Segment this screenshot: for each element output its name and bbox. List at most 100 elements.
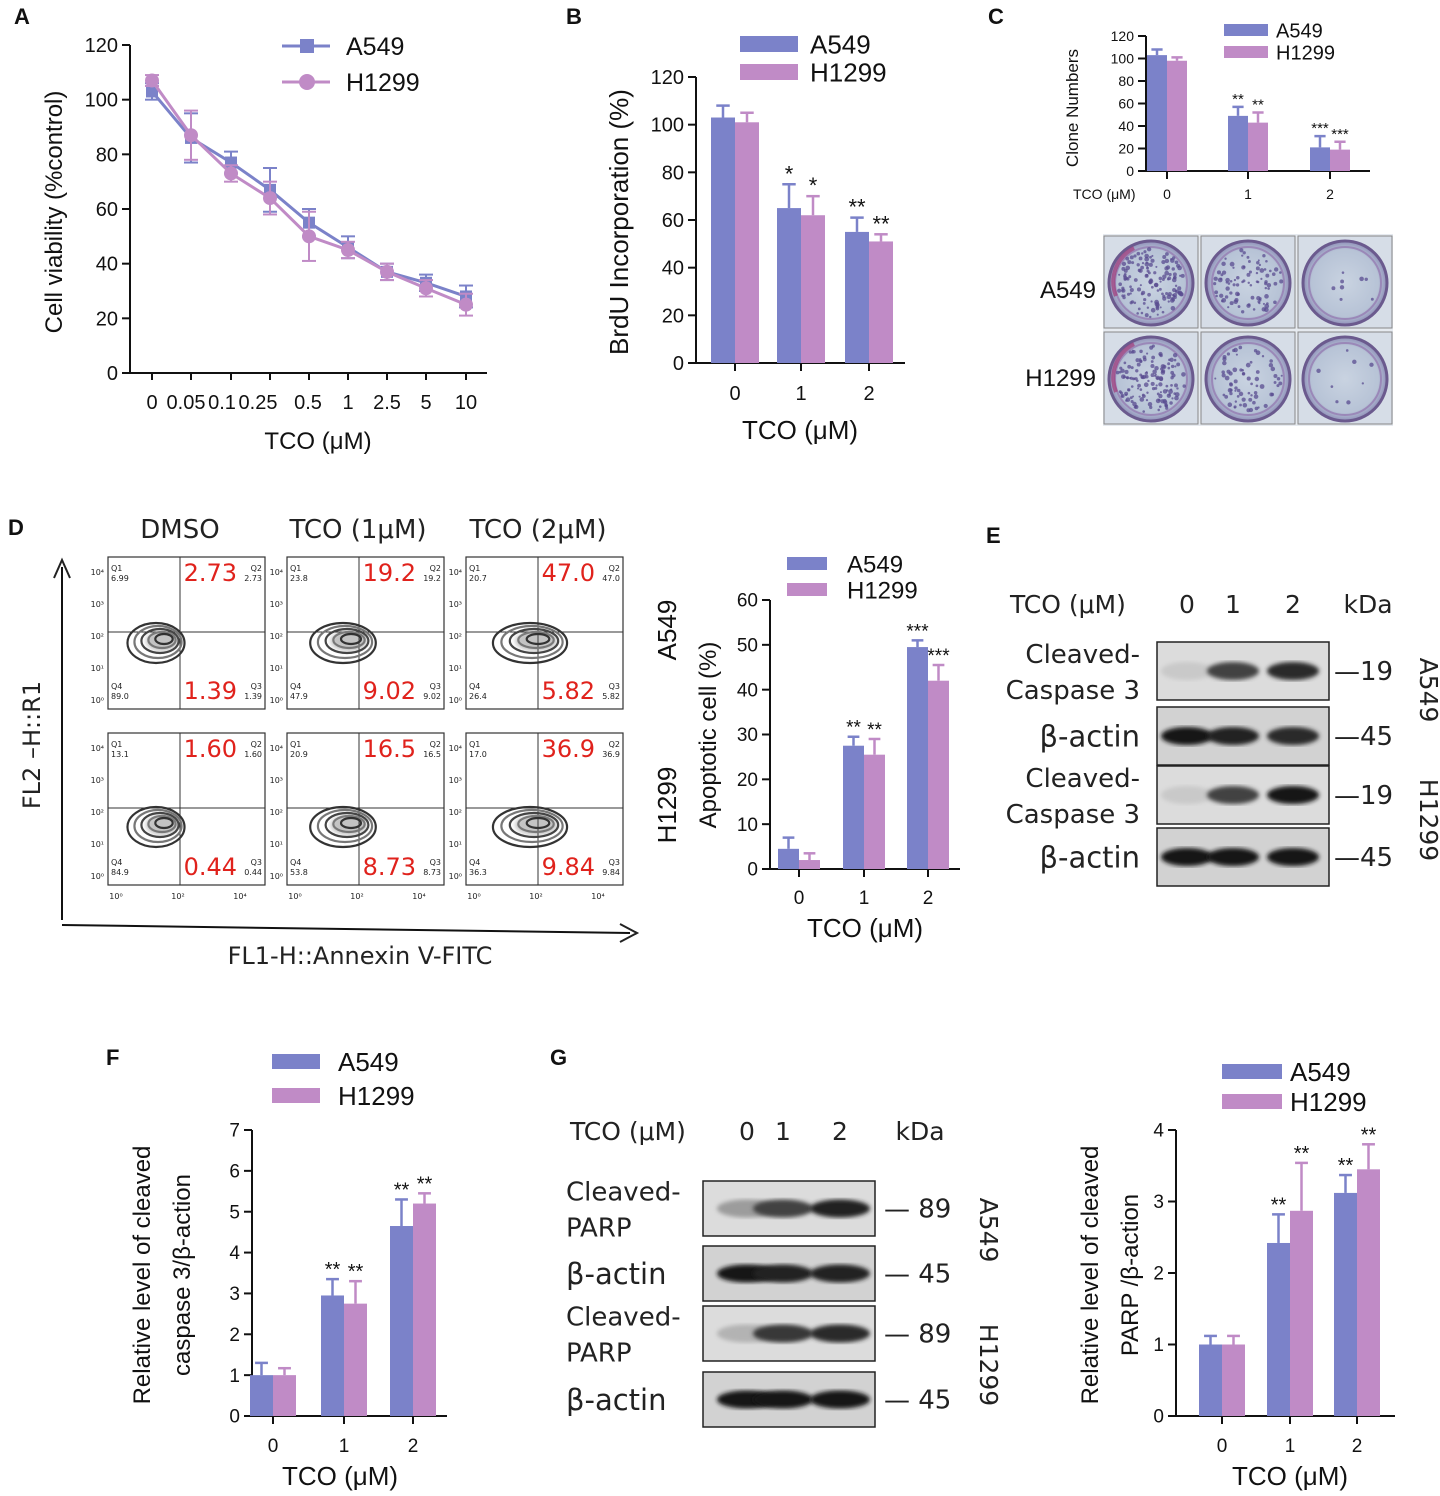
panel-d-density-core — [515, 815, 557, 835]
panel-C-bar-h1299-1 — [1248, 122, 1268, 171]
panel-C-x-tick-label: 1 — [1244, 186, 1252, 202]
panel-C-significance-h1299-1: ** — [1252, 97, 1264, 114]
panel-c-colony-dot — [1267, 287, 1270, 290]
panel-a-series-line-a549 — [150, 90, 467, 298]
panel-c-colony-dot — [1242, 279, 1246, 283]
panel-c-colony-dot — [1124, 369, 1129, 374]
panel-e-lane-label-1: 1 — [1225, 590, 1241, 619]
panel-c-colony-dot — [1150, 307, 1156, 313]
panel-c-colony-dot — [1232, 367, 1238, 373]
panel-e-row-kda: —45 — [1334, 722, 1393, 752]
panel-c-colony-dot — [1263, 268, 1267, 271]
panel-c-colony-dot — [1168, 272, 1172, 277]
panel-c-colony-dot — [1129, 287, 1134, 293]
panel-c-colony-dot — [1136, 362, 1141, 367]
panel-c-colony-dot — [1159, 353, 1163, 358]
panel-c-colony-dot — [1170, 297, 1174, 300]
panel-B-bar-a549-0 — [711, 117, 735, 364]
panel-c-colony-dot — [1248, 397, 1253, 402]
panel-D-y-tick-label: 10 — [737, 815, 758, 836]
panel-c-colony-dot — [1176, 263, 1181, 268]
panel-c-colony-dot — [1147, 271, 1151, 275]
panel-D-y-tick-label: 20 — [737, 770, 758, 791]
panel-a-point-a549 — [146, 85, 158, 98]
panel-a-legend-marker-h1299 — [299, 74, 315, 90]
panel-c-colony-dot — [1140, 265, 1145, 270]
panel-c-colony-dot — [1233, 379, 1238, 384]
panel-c-colony-dot — [1139, 397, 1145, 402]
panel-g-cell-line-h1299: H1299 — [974, 1324, 1003, 1406]
panel-c-well-inner-rim — [1308, 342, 1382, 416]
panel-F-significance-a549-2: ** — [394, 1179, 410, 1201]
panel-c-colony-dot — [1134, 404, 1139, 410]
panel-c-colony-dot — [1233, 299, 1238, 305]
panel-d-q4-label: Q4 — [290, 682, 301, 691]
panel-d-plot-y-tick: 10⁰ — [91, 696, 104, 705]
panel-c-colony-dot — [1142, 410, 1146, 413]
panel-c-colony-dot — [1129, 255, 1134, 260]
panel-c-colony-dot — [1252, 400, 1256, 405]
panel-d-density-contour — [324, 811, 370, 839]
panel-c-colony-dot — [1139, 373, 1143, 377]
panel-c-colony-dot — [1146, 306, 1150, 309]
panel-b-y-axis-label: BrdU Incorporation (%) — [604, 89, 634, 355]
panel-C-y-tick-label: 40 — [1118, 118, 1134, 134]
panel-a-x-tick-label-1: 1 — [342, 392, 353, 414]
panel-c-colony-dot — [1176, 362, 1181, 367]
panel-e-lane-label-2: 2 — [1285, 590, 1301, 619]
panel-letter-a: A — [14, 4, 30, 29]
panel-c-colony-dot — [1143, 297, 1147, 302]
panel-d-q3-value-small: 0.44 — [244, 868, 262, 877]
panel-d-plot-y-tick: 10⁴ — [449, 744, 462, 753]
panel-c-row-label-h1299: H1299 — [1025, 365, 1096, 392]
panel-c-colony-dot — [1227, 306, 1230, 309]
panel-e-band — [1161, 662, 1213, 680]
panel-e-band — [1267, 786, 1319, 804]
panel-c-colony-dot — [1276, 384, 1280, 388]
panel-c-colony-dot — [1137, 383, 1141, 388]
panel-c-colony-dot — [1154, 386, 1158, 390]
panel-D-bar-h1299-1 — [864, 754, 885, 869]
panel-c-colony-dot — [1142, 357, 1147, 362]
panel-c-y-axis-label: Clone Numbers — [1063, 49, 1082, 167]
panel-c-colony-dot — [1352, 359, 1357, 365]
panel-f-x-axis-label: TCO (μM) — [282, 1461, 398, 1491]
panel-e-row-label: β-actin — [1040, 719, 1141, 753]
panel-c-colony-dot — [1174, 383, 1178, 388]
panel-d-plot-y-tick: 10³ — [91, 600, 104, 609]
panel-c-colony-dot — [1138, 268, 1143, 273]
panel-d-q1-value: 20.7 — [469, 574, 487, 583]
panel-c-colony-dot — [1219, 293, 1224, 298]
panel-C-significance-h1299-2: *** — [1331, 126, 1349, 143]
panel-d-q3-value: 1.39 — [184, 677, 237, 705]
panel-c-colony-dot — [1146, 352, 1149, 355]
panel-c-colony-dot — [1234, 389, 1237, 392]
panel-c-colony-dot — [1144, 256, 1150, 262]
panel-a-x-tick-label-5: 5 — [420, 392, 431, 414]
panel-G2-significance-a549-1: ** — [1271, 1194, 1287, 1216]
panel-c-colony-dot — [1250, 295, 1255, 300]
panel-c-colony-dot — [1247, 391, 1251, 395]
panel-F-bar-h1299-2 — [413, 1203, 436, 1416]
panel-c-colony-dot — [1153, 271, 1157, 275]
panel-c-colony-dot — [1136, 312, 1139, 315]
panel-c-colony-dot — [1167, 276, 1172, 281]
panel-c-colony-dot — [1133, 254, 1137, 258]
panel-F-x-tick-label: 1 — [339, 1436, 350, 1457]
panel-c-colony-dot — [1162, 296, 1167, 301]
panel-d-density-contour — [309, 621, 377, 665]
panel-D-bar-a549-0 — [778, 848, 799, 869]
panel-e-kda-label: kDa — [1343, 590, 1392, 619]
panel-c-well-inner-rim — [1308, 246, 1382, 320]
panel-d-q2-label: Q2 — [251, 564, 262, 573]
panel-c-colony-dot — [1181, 372, 1186, 377]
panel-c-legend-swatch-h1299 — [1224, 46, 1268, 58]
panel-d-q2-value-small: 2.73 — [244, 574, 262, 583]
panel-c-colony-dot — [1154, 365, 1159, 371]
panel-c-well-inner-rim — [1211, 246, 1285, 320]
panel-d-plot-y-tick: 10² — [270, 808, 283, 817]
panel-a-point-h1299 — [224, 166, 238, 181]
panel-c-colony-dot — [1133, 278, 1138, 282]
panel-e-row-label-2: Caspase 3 — [1006, 676, 1140, 706]
panel-c-colony-dot — [1115, 370, 1120, 375]
